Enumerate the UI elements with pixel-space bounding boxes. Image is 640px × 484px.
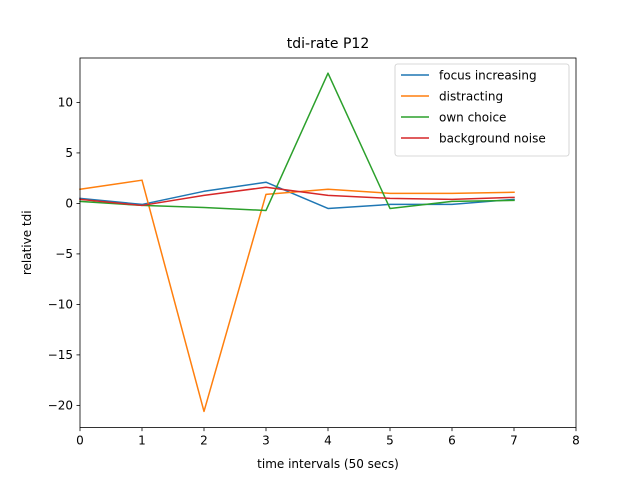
series-line-focus-increasing [79, 181, 515, 210]
legend-box [394, 63, 570, 157]
x-tick-label: 4 [324, 434, 332, 448]
y-tick-label: −10 [48, 298, 73, 312]
y-axis-ticks: −20 −15 −10 −5 0 5 10 [48, 96, 80, 413]
x-axis-ticks: 0 1 2 3 4 5 6 7 8 [76, 427, 580, 448]
x-tick-label: 6 [448, 434, 456, 448]
y-tick-label: −5 [55, 247, 73, 261]
x-tick-label: 5 [386, 434, 394, 448]
legend-label-own-choice: own choice [439, 110, 506, 124]
series-line-background-noise [79, 186, 515, 207]
legend-label-background-noise: background noise [439, 131, 546, 145]
x-axis-label: time intervals (50 secs) [257, 457, 399, 471]
y-tick-label: −15 [48, 348, 73, 362]
plot-lines [79, 72, 515, 413]
legend: focus increasing distracting own choice bac… [394, 63, 570, 157]
y-tick-label: 5 [65, 146, 73, 160]
legend-label-focus-increasing: focus increasing [439, 68, 537, 82]
y-tick-label: 10 [58, 96, 73, 110]
y-tick-label: −20 [48, 399, 73, 413]
x-tick-label: 1 [138, 434, 146, 448]
legend-label-distracting: distracting [439, 89, 503, 103]
x-tick-label: 7 [510, 434, 518, 448]
y-axis-label: relative tdi [20, 210, 34, 275]
x-tick-label: 0 [76, 434, 84, 448]
x-tick-label: 8 [572, 434, 580, 448]
chart-title: tdi-rate P12 [287, 36, 369, 52]
y-tick-label: 0 [65, 197, 73, 211]
x-tick-label: 2 [200, 434, 208, 448]
x-tick-label: 3 [262, 434, 270, 448]
series-line-own-choice [79, 72, 515, 212]
